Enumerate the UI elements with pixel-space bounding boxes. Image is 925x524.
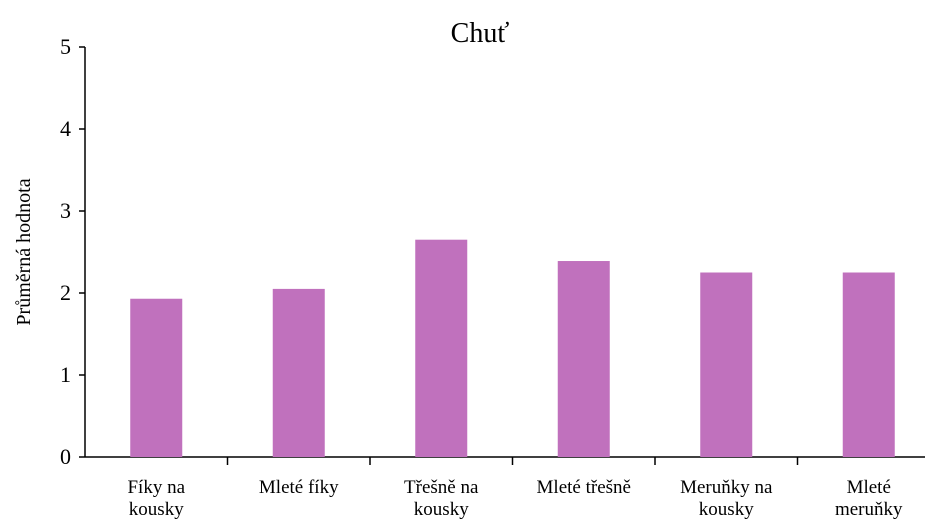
y-tick-label: 3	[60, 198, 71, 223]
bar	[557, 261, 610, 457]
bar	[130, 298, 183, 457]
x-tick-label: Mleté meruňky	[835, 477, 903, 520]
y-tick-label: 0	[60, 444, 71, 469]
y-axis-label: Průměrná hodnota	[13, 178, 35, 325]
x-tick-label: Fíky na kousky	[127, 477, 185, 520]
chart-title: Chuť	[451, 18, 510, 49]
bar	[272, 288, 325, 457]
x-tick-label: Mleté třešně	[537, 477, 631, 498]
y-tick-label: 1	[60, 362, 71, 387]
x-tick-label: Meruňky na kousky	[680, 477, 773, 520]
x-tick-label: Třešně na kousky	[404, 477, 479, 520]
y-tick-label: 2	[60, 280, 71, 305]
y-tick-label: 4	[60, 116, 71, 141]
bar	[842, 272, 895, 457]
y-tick-label: 5	[60, 34, 71, 59]
bar	[415, 239, 468, 457]
bar	[700, 272, 753, 457]
x-tick-label: Mleté fíky	[259, 477, 339, 498]
